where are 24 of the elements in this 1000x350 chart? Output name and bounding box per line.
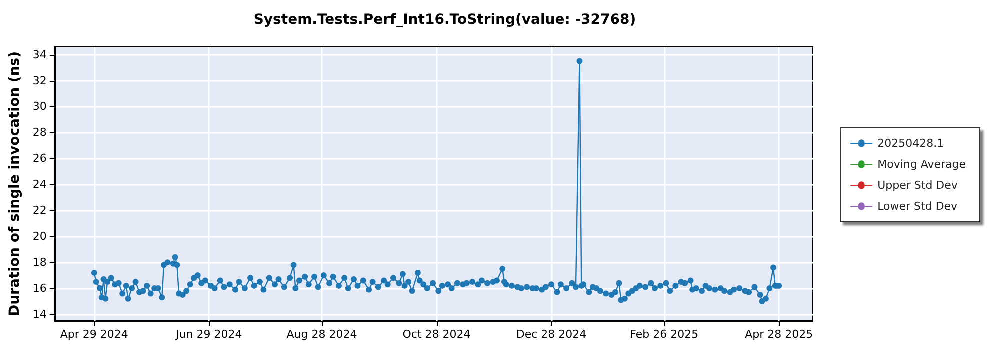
x-tick-label: Dec 28 2024 xyxy=(516,328,587,341)
x-tick-label: Jun 29 2024 xyxy=(175,328,242,341)
y-axis-title: Duration of single invocation (ns) xyxy=(7,51,23,317)
x-tick-label: Feb 26 2025 xyxy=(630,328,699,341)
y-tick-label: 32 xyxy=(32,74,47,88)
y-tick-label: 18 xyxy=(32,256,47,270)
legend-label: 20250428.1 xyxy=(878,137,944,150)
chart-title: System.Tests.Perf_Int16.ToString(value: -32768) xyxy=(254,12,636,28)
y-tick-label: 34 xyxy=(32,48,47,62)
y-tick-label: 20 xyxy=(32,230,47,244)
legend-label: Lower Std Dev xyxy=(878,200,958,213)
y-tick-label: 14 xyxy=(32,308,47,322)
y-tick-label: 30 xyxy=(32,100,47,114)
legend-label: Upper Std Dev xyxy=(878,179,958,192)
x-tick-label: Apr 29 2024 xyxy=(60,328,128,341)
x-tick-label: Aug 28 2024 xyxy=(286,328,358,341)
y-tick-label: 22 xyxy=(32,204,47,218)
y-tick-label: 28 xyxy=(32,126,47,140)
legend-label: Moving Average xyxy=(878,158,966,171)
y-tick-label: 16 xyxy=(32,282,47,296)
x-tick-label: Apr 28 2025 xyxy=(745,328,814,341)
y-tick-label: 24 xyxy=(32,178,47,192)
y-tick-label: 26 xyxy=(32,152,47,166)
x-tick-label: Oct 28 2024 xyxy=(402,328,471,341)
